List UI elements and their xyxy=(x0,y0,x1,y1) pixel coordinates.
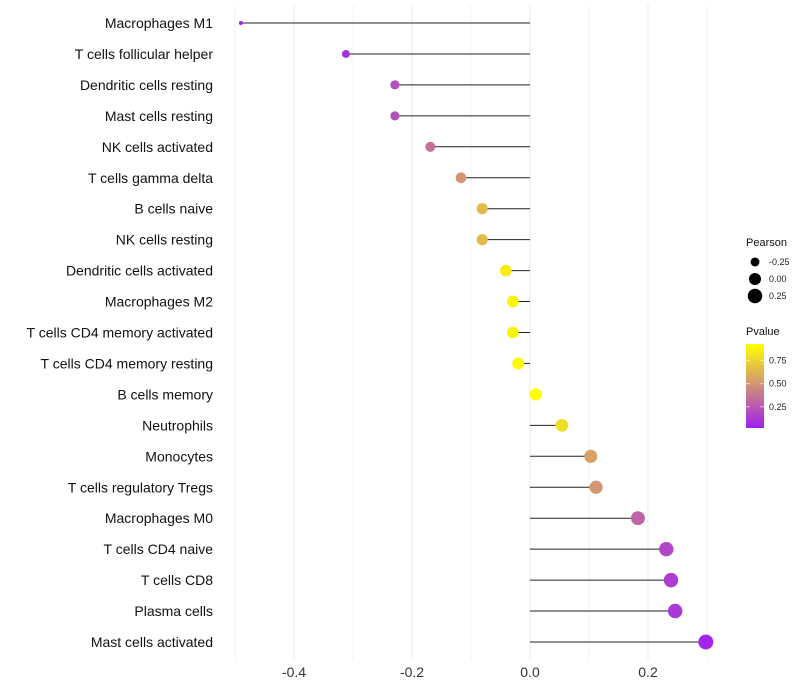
y-axis-label: T cells CD8 xyxy=(141,572,213,588)
size-legend-label: 0.00 xyxy=(769,274,787,284)
size-legend: -0.25 0.00 0.25 xyxy=(747,257,790,304)
data-point xyxy=(476,234,488,246)
y-axis-label: NK cells activated xyxy=(102,139,213,155)
size-legend-dot xyxy=(748,272,762,286)
data-point xyxy=(667,603,683,619)
x-tick-label: 0.0 xyxy=(520,664,540,680)
y-axis-label: NK cells resting xyxy=(116,232,213,248)
data-point xyxy=(507,326,519,339)
y-axis-label: B cells naive xyxy=(134,201,213,217)
data-point xyxy=(507,295,519,308)
data-point xyxy=(512,357,525,370)
size-legend-label: -0.25 xyxy=(769,257,790,267)
color-legend-label: 0.50 xyxy=(769,379,787,389)
size-legend-dot xyxy=(747,288,763,304)
y-axis-label: Macrophages M1 xyxy=(105,15,213,31)
grid-lines xyxy=(234,5,708,660)
y-axis-label: Macrophages M2 xyxy=(105,294,213,310)
stems xyxy=(240,22,706,643)
y-axis-label: B cells memory xyxy=(117,386,213,402)
y-axis-label: T cells gamma delta xyxy=(88,170,213,186)
data-point xyxy=(500,264,512,277)
y-axis-label: T cells regulatory Tregs xyxy=(68,479,213,495)
y-axis-label: Dendritic cells activated xyxy=(66,263,213,279)
data-point xyxy=(659,541,674,557)
x-tick-label: -0.4 xyxy=(282,664,306,680)
size-legend-title: Pearson xyxy=(746,237,787,249)
data-point xyxy=(341,49,350,58)
y-axis-label: T cells CD4 naive xyxy=(104,541,214,557)
color-legend-label: 0.25 xyxy=(769,402,787,412)
legend: Pearson -0.25 0.00 0.25 Pvalue 0.25 0.50 0.7… xyxy=(746,237,790,428)
y-axis-label: Monocytes xyxy=(145,448,213,464)
y-axis-label: Plasma cells xyxy=(134,603,213,619)
y-axis-label: T cells follicular helper xyxy=(75,46,214,62)
data-point xyxy=(663,572,679,588)
data-point xyxy=(390,111,400,121)
data-point xyxy=(425,141,436,152)
data-point xyxy=(455,172,467,184)
y-axis-labels: Macrophages M1 T cells follicular helper D… xyxy=(27,15,214,650)
color-legend-title: Pvalue xyxy=(746,326,780,338)
color-legend-label: 0.75 xyxy=(769,356,787,366)
y-axis-label: Neutrophils xyxy=(142,417,213,433)
y-axis-label: T cells CD4 memory resting xyxy=(41,355,213,371)
size-legend-dot xyxy=(750,257,760,267)
data-point xyxy=(390,80,400,90)
dots xyxy=(238,21,714,650)
y-axis-label: Mast cells activated xyxy=(91,634,213,650)
y-axis-label: Dendritic cells resting xyxy=(80,77,213,93)
y-axis-label: T cells CD4 memory activated xyxy=(27,325,213,341)
x-axis-ticks: -0.4 -0.2 0.0 0.2 xyxy=(282,664,658,680)
data-point xyxy=(529,388,542,401)
size-legend-label: 0.25 xyxy=(769,291,787,301)
data-point xyxy=(589,480,603,494)
color-legend-ticks: 0.25 0.50 0.75 xyxy=(746,356,787,412)
y-axis-label: Mast cells resting xyxy=(105,108,213,124)
y-axis-label: Macrophages M0 xyxy=(105,510,213,526)
data-point xyxy=(631,511,645,526)
x-tick-label: 0.2 xyxy=(638,664,658,680)
data-point xyxy=(698,634,714,650)
data-point xyxy=(476,203,488,215)
data-point xyxy=(584,449,598,463)
data-point xyxy=(238,21,243,25)
data-point xyxy=(555,419,569,432)
x-tick-label: -0.2 xyxy=(400,664,424,680)
color-bar xyxy=(746,344,764,428)
